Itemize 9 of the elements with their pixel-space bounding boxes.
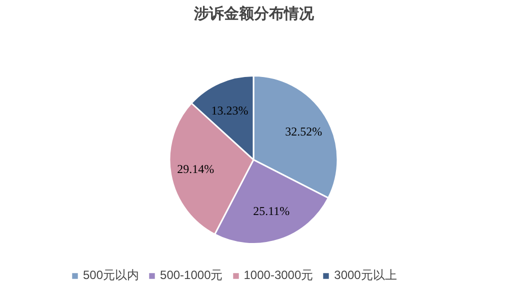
legend-label: 3000元以上 <box>334 267 397 284</box>
data-label: 32.52% <box>285 124 322 139</box>
data-label: 13.23% <box>211 104 248 118</box>
chart-title: 涉诉金额分布情况 <box>193 4 315 22</box>
data-label: 29.14% <box>177 162 214 176</box>
data-label: 25.11% <box>253 204 290 218</box>
legend-label: 500-1000元 <box>160 267 223 284</box>
legend-label: 500元以内 <box>83 267 140 284</box>
legend-label: 1000-3000元 <box>244 267 314 284</box>
